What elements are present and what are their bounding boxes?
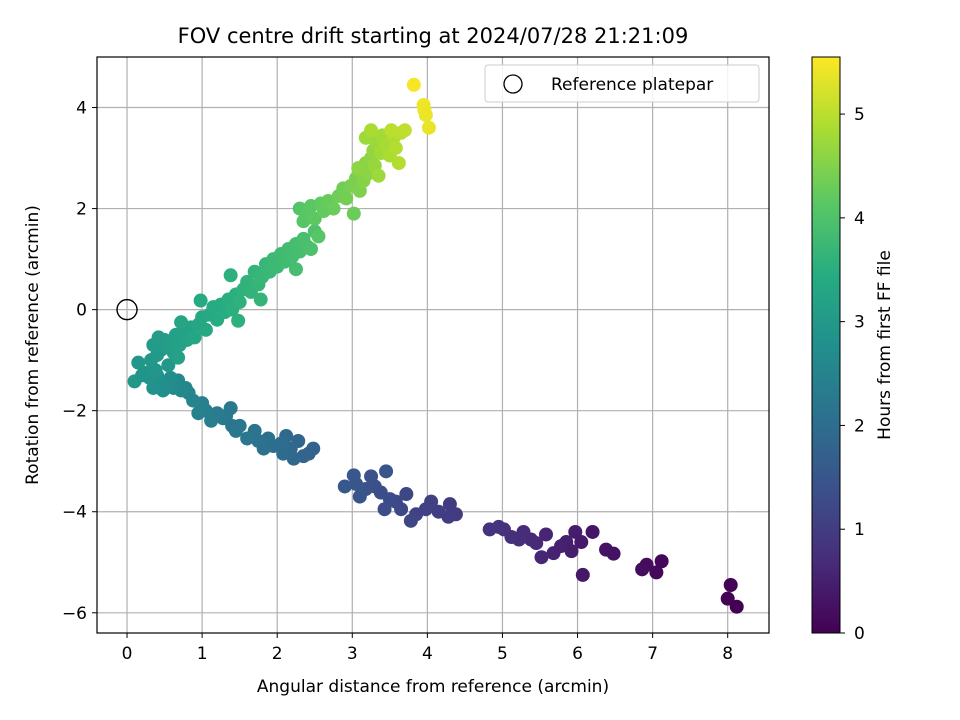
data-point <box>397 123 412 138</box>
x-tick-label: 8 <box>722 644 733 664</box>
colorbar-tick-label: 5 <box>854 105 865 125</box>
colorbar-tick-label: 1 <box>854 520 865 540</box>
data-point <box>364 123 379 138</box>
x-tick-label: 5 <box>497 644 508 664</box>
x-tick-label: 0 <box>122 644 133 664</box>
data-point <box>371 168 386 183</box>
data-point <box>585 524 600 539</box>
data-point <box>575 567 590 582</box>
data-point <box>191 406 206 421</box>
legend-entry: Reference platepar <box>551 75 713 95</box>
chart-title: FOV centre drift starting at 2024/07/28 … <box>178 24 689 48</box>
x-axis-label: Angular distance from reference (arcmin) <box>257 677 609 697</box>
x-tick-label: 2 <box>272 644 283 664</box>
data-point <box>418 108 433 123</box>
colorbar-tick-label: 4 <box>854 209 865 229</box>
data-point <box>311 229 326 244</box>
legend-box <box>484 64 760 103</box>
data-point <box>228 423 243 438</box>
x-tick-label: 7 <box>647 644 658 664</box>
data-point <box>388 140 403 155</box>
data-point <box>346 468 361 483</box>
plot-frame <box>96 56 770 634</box>
data-point <box>326 201 341 216</box>
y-tick-label: 2 <box>76 200 87 220</box>
data-point <box>131 355 146 370</box>
data-point <box>599 542 614 557</box>
data-point <box>351 161 366 176</box>
data-point <box>574 535 589 550</box>
data-point <box>364 469 379 484</box>
data-point <box>303 242 318 256</box>
data-point <box>546 546 561 561</box>
data-point <box>399 487 414 502</box>
scatter-points <box>127 77 744 614</box>
y-tick-label: −4 <box>62 503 87 523</box>
data-point <box>161 358 176 373</box>
reference-point-marker <box>116 298 138 321</box>
x-tick-label: 3 <box>347 644 358 664</box>
data-point <box>223 268 238 283</box>
legend-marker-icon <box>503 74 523 94</box>
data-point <box>534 550 549 565</box>
data-point <box>568 524 583 539</box>
y-tick-label: −6 <box>62 604 87 624</box>
data-point <box>379 464 394 479</box>
colorbar-gradient <box>811 56 841 634</box>
colorbar-tick-label: 3 <box>854 313 865 333</box>
colorbar-ticks: 0 1 2 3 4 5 <box>840 105 865 644</box>
data-point <box>352 489 367 504</box>
data-point <box>240 431 255 446</box>
data-point <box>171 350 186 365</box>
data-point <box>174 315 189 330</box>
data-point <box>403 513 418 528</box>
data-point <box>151 330 166 345</box>
colorbar: 0 1 2 3 4 5 Hours from first FF file <box>811 56 895 644</box>
data-point <box>232 295 247 310</box>
data-point <box>720 591 735 606</box>
data-point <box>729 599 744 614</box>
y-tick-label: 4 <box>76 99 87 119</box>
y-tick-label: −2 <box>62 402 87 422</box>
x-tick-label: 6 <box>572 644 583 664</box>
grid-lines <box>97 57 769 633</box>
data-point <box>654 554 669 569</box>
data-point <box>442 497 457 512</box>
y-ticks: −6 −4 −2 0 2 4 <box>62 99 97 624</box>
x-tick-label: 4 <box>422 644 433 664</box>
data-point <box>635 562 650 577</box>
data-point <box>421 120 436 135</box>
data-point <box>391 156 406 171</box>
data-point <box>723 578 738 592</box>
data-point <box>649 565 664 580</box>
data-point <box>337 479 352 494</box>
legend: Reference platepar <box>484 64 760 103</box>
x-ticks: 0 1 2 3 4 5 6 7 8 <box>122 633 733 664</box>
data-point <box>288 262 303 277</box>
data-point <box>339 191 354 206</box>
data-point <box>346 206 361 221</box>
colorbar-tick-label: 2 <box>854 416 865 436</box>
data-point <box>193 293 208 308</box>
data-point <box>187 330 202 345</box>
data-point <box>406 77 421 92</box>
data-point <box>231 313 246 328</box>
data-point <box>431 504 446 519</box>
data-point <box>377 502 392 517</box>
reference-marker-layer <box>116 298 138 321</box>
y-axis-label: Rotation from reference (arcmin) <box>23 205 43 485</box>
data-point <box>253 292 268 307</box>
y-tick-label: 0 <box>76 301 87 321</box>
colorbar-label: Hours from first FF file <box>875 250 895 440</box>
colorbar-tick-label: 0 <box>854 624 865 644</box>
data-point <box>539 527 554 542</box>
data-point <box>482 522 497 537</box>
x-tick-label: 1 <box>197 644 208 664</box>
data-point <box>198 322 213 337</box>
data-point <box>384 123 399 138</box>
data-point <box>135 368 150 383</box>
